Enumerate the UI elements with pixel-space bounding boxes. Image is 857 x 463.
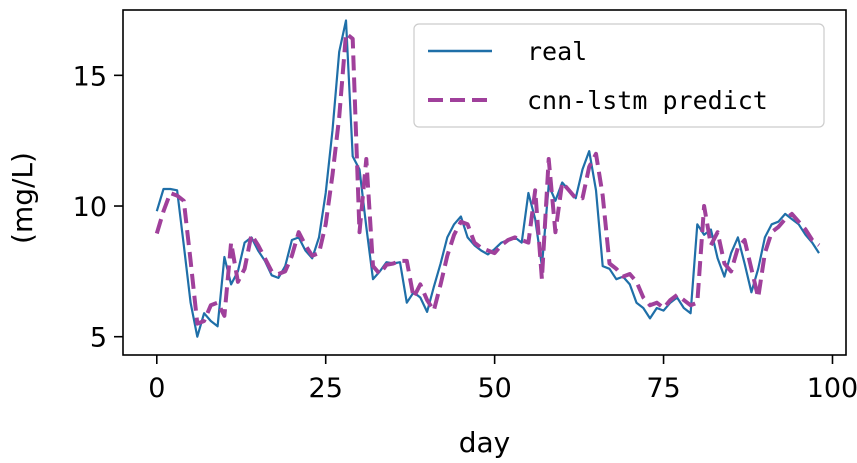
series-line-cnn-lstm-predict [154,31,821,326]
y-tick-label: 5 [90,323,107,354]
x-tick-label: 100 [807,373,857,404]
legend-label-real: real [527,37,587,66]
plot-frame [122,9,847,356]
x-axis-ticks: 0 25 50 75 100 [148,355,857,404]
x-tick-label: 75 [646,373,680,404]
legend: real cnn-lstm predict [413,23,825,128]
x-axis-label: day [459,426,511,459]
y-axis-ticks: 5 10 15 [73,61,123,354]
series-layer [154,19,821,338]
y-tick-label: 10 [73,192,107,223]
legend-label-cnn-lstm-predict: cnn-lstm predict [527,86,768,115]
legend-box [413,23,825,128]
x-tick-label: 0 [148,373,165,404]
y-axis-label: (mg/L) [6,152,39,244]
y-tick-label: 15 [73,61,107,92]
x-tick-label: 50 [477,373,511,404]
x-tick-label: 25 [309,373,343,404]
